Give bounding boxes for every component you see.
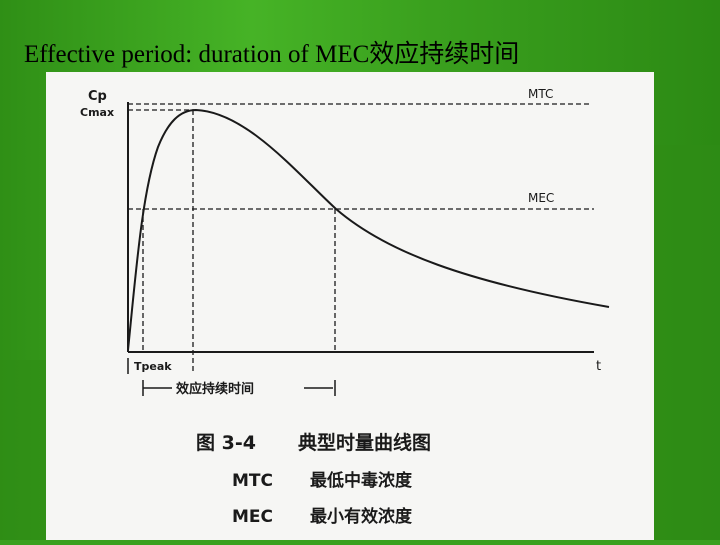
legend-abbr: MTC — [232, 471, 273, 491]
duration-label: 效应持续时间 — [176, 381, 254, 397]
mtc-label: MTC — [528, 87, 553, 101]
background-block — [654, 145, 720, 540]
slide-title: Effective period: duration of MEC效应持续时间 — [24, 41, 520, 68]
legend-meaning: 最低中毒浓度 — [310, 470, 413, 491]
caption-number: 图 3-4 — [196, 432, 256, 454]
concentration-time-diagram: Cp Cmax MTC MEC t Tpeak 效应持续时间 图 3-4 典型时… — [80, 87, 610, 527]
tpeak-label: Tpeak — [134, 360, 172, 373]
legend-abbr: MEC — [232, 507, 273, 527]
background-block — [0, 360, 46, 540]
cmax-label: Cmax — [80, 106, 114, 119]
caption-title: 典型时量曲线图 — [298, 431, 431, 454]
legend-meaning: 最小有效浓度 — [310, 506, 413, 527]
mec-label: MEC — [528, 191, 554, 205]
concentration-curve — [127, 108, 610, 351]
x-axis-label: t — [596, 359, 601, 374]
figure-panel: Cp Cmax MTC MEC t Tpeak 效应持续时间 图 3-4 典型时… — [46, 72, 654, 540]
y-axis-label: Cp — [88, 89, 107, 104]
